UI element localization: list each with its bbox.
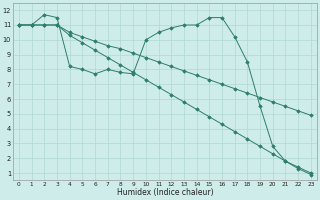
X-axis label: Humidex (Indice chaleur): Humidex (Indice chaleur) <box>116 188 213 197</box>
